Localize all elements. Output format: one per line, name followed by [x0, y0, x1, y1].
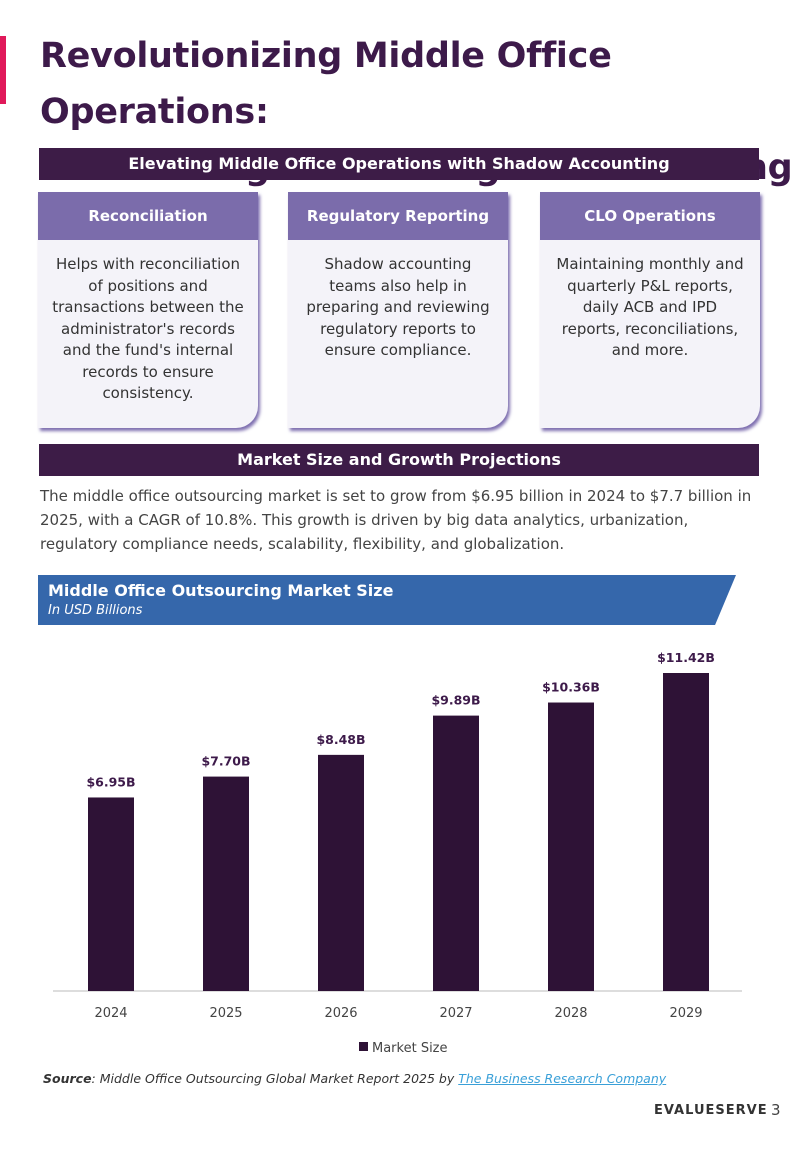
section-heading: Elevating Middle Office Operations with … — [39, 148, 759, 180]
value-label: $8.48B — [316, 732, 365, 747]
card: Reconciliation Helps with reconciliation … — [38, 192, 258, 428]
source-label: Source — [43, 1071, 92, 1086]
x-tick-label: 2028 — [554, 1006, 587, 1021]
value-label: $11.42B — [657, 650, 715, 665]
title-line: Revolutionizing Middle Office Operations… — [40, 36, 612, 132]
section-heading: Market Size and Growth Projections — [39, 444, 759, 476]
bar — [548, 702, 594, 991]
x-tick-label: 2027 — [439, 1006, 472, 1021]
chart-title: Middle Office Outsourcing Market Size — [48, 581, 394, 600]
source-link[interactable]: The Business Research Company — [458, 1071, 667, 1086]
brand: EVALUESERVE — [654, 1103, 768, 1118]
paragraph: The middle office outsourcing market is … — [40, 487, 752, 553]
card-title: CLO Operations — [540, 192, 760, 240]
bar — [318, 754, 364, 991]
bar — [663, 673, 709, 991]
bar — [203, 776, 249, 991]
card: CLO Operations Maintaining monthly and qu… — [540, 192, 760, 428]
card-body: Helps with reconciliation of positions a… — [52, 255, 244, 402]
value-label: $6.95B — [86, 774, 135, 789]
legend-swatch — [359, 1042, 368, 1051]
card-title: Reconciliation — [38, 192, 258, 240]
card: Regulatory Reporting Shadow accounting te… — [288, 192, 508, 428]
value-label: $10.36B — [542, 680, 600, 695]
value-label: $9.89B — [431, 693, 480, 708]
card-body: Shadow accounting teams also help in pre… — [306, 255, 490, 359]
source-text: : Middle Office Outsourcing Global Marke… — [91, 1071, 459, 1086]
value-label: $7.70B — [201, 754, 250, 769]
accent-bar — [0, 36, 6, 104]
x-tick-label: 2029 — [669, 1006, 702, 1021]
bar — [88, 797, 134, 991]
x-tick-label: 2024 — [94, 1006, 127, 1021]
legend-label: Market Size — [372, 1041, 448, 1056]
source: Source: Middle Office Outsourcing Global… — [43, 1071, 666, 1086]
x-tick-label: 2025 — [209, 1006, 242, 1021]
chart: 2024 2025 2026 2027 2028 2029 $6.95B $7.70B $8.4… — [53, 650, 742, 1056]
card-body: Maintaining monthly and quarterly P&L re… — [556, 255, 744, 359]
chart-subtitle: In USD Billions — [48, 603, 143, 618]
page-number: 3 — [771, 1101, 781, 1119]
card-title: Regulatory Reporting — [288, 192, 508, 240]
chart-banner: Middle Office Outsourcing Market Size In… — [38, 575, 736, 625]
bar — [433, 715, 479, 991]
x-tick-label: 2026 — [324, 1006, 357, 1021]
